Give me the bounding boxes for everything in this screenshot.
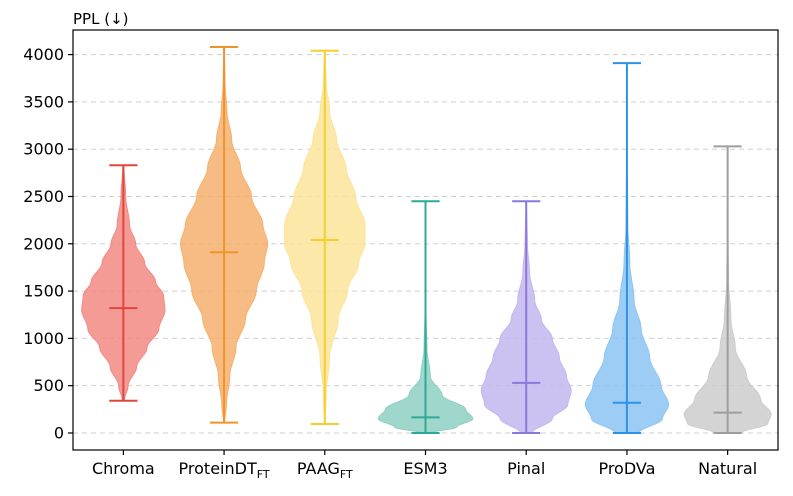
x-axis: Chroma ProteinDTFT PAAGFT ESM3 Pinal ProDVa Na… — [92, 450, 757, 481]
y-tick-label: 0 — [54, 423, 64, 442]
x-tick-label: Chroma — [92, 459, 155, 478]
y-axis: 0 500 1000 1500 2000 2500 3000 3500 4000 — [23, 45, 73, 442]
y-axis-label: PPL (↓) — [73, 10, 129, 28]
y-tick-label: 2500 — [23, 187, 64, 206]
x-tick-label: PAAGFT — [297, 459, 353, 481]
x-tick-label: ProDVa — [598, 459, 655, 478]
y-tick-label: 1500 — [23, 282, 64, 301]
violins — [81, 46, 772, 434]
y-tick-label: 4000 — [23, 45, 64, 64]
y-tick-label: 1000 — [23, 329, 64, 348]
x-tick-label: ProteinDTFT — [179, 459, 270, 481]
y-tick-label: 2000 — [23, 234, 64, 253]
y-tick-label: 500 — [33, 376, 64, 395]
y-tick-label: 3000 — [23, 140, 64, 159]
x-tick-label: Pinal — [507, 459, 545, 478]
y-tick-label: 3500 — [23, 92, 64, 111]
x-tick-label: ESM3 — [403, 459, 447, 478]
x-tick-label: Natural — [698, 459, 757, 478]
